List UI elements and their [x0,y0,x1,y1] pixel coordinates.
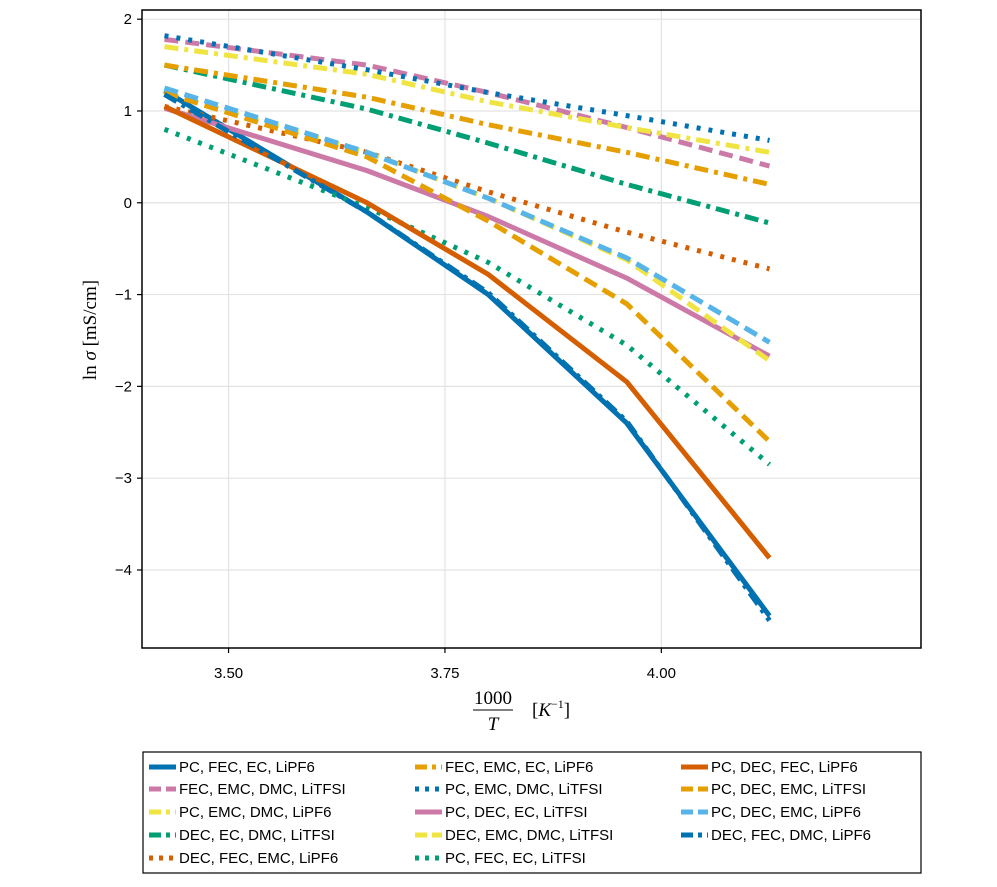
legend-label-1: PC, FEC, EC, LiPF6 [179,759,315,776]
series-line-12 [163,90,772,444]
legend-box [142,751,922,874]
legend-label-9: DEC, EMC, DMC, LiTFSI [445,827,613,844]
legend-label-11: PC, DEC, FEC, LiPF6 [711,759,858,776]
series-line-14 [163,92,772,622]
y-tick-label: 1 [124,103,132,120]
y-tick-label: −4 [115,562,132,579]
series-line-2 [164,36,771,169]
legend-label-4: DEC, EC, DMC, LiTFSI [179,827,335,844]
series-lines [163,33,772,622]
y-tick-label: 2 [124,11,132,28]
y-axis-ticks: 2 1 0 −1 −2 −3 −4 [115,11,142,579]
series-line-6 [164,62,771,187]
legend-label-6: FEC, EMC, EC, LiPF6 [445,759,593,776]
svg-text:ln σ [mS/cm]: ln σ [mS/cm] [80,280,101,380]
y-axis-label: ln σ [mS/cm] [80,280,101,380]
y-tick-label: −2 [115,378,132,395]
legend-label-12: PC, DEC, EMC, LiTFSI [711,781,866,798]
y-tick-label: −3 [115,470,132,487]
legend: PC, FEC, EC, LiPF6 FEC, EMC, DMC, LiTFSI P… [142,751,922,874]
series-line-9 [163,90,771,363]
series-line-4 [163,62,771,226]
legend-label-8: PC, DEC, EC, LiTFSI [445,804,588,821]
plot-frame [141,9,922,649]
x-axis-label: 1000 T [K−1] [473,688,570,735]
legend-label-3: PC, EMC, DMC, LiPF6 [179,804,332,821]
y-tick-label: 0 [124,195,132,212]
x-tick-label: 3.50 [214,665,243,682]
x-axis-ticks: 3.50 3.75 4.00 [214,648,676,682]
series-line-8 [163,105,771,359]
series-line-10 [163,126,772,467]
legend-label-13: PC, DEC, EMC, LiPF6 [711,804,861,821]
grid-lines [142,10,921,648]
series-line-5 [163,103,771,272]
x-label-denominator: T [488,714,500,735]
series-line-1 [163,88,772,618]
x-tick-label: 3.75 [430,665,459,682]
legend-label-7: PC, EMC, DMC, LiTFSI [445,781,603,798]
legend-label-10: PC, FEC, EC, LiTFSI [445,850,586,867]
series-line-3 [164,44,770,155]
legend-label-5: DEC, FEC, EMC, LiPF6 [179,850,338,867]
x-label-unit: [K−1] [532,697,570,721]
legend-label-14: DEC, FEC, DMC, LiPF6 [711,827,871,844]
x-tick-label: 4.00 [647,665,676,682]
series-line-13 [163,85,771,345]
x-label-numerator: 1000 [474,688,512,709]
series-line-7 [164,33,770,143]
y-tick-label: −1 [115,287,132,304]
legend-label-2: FEC, EMC, DMC, LiTFSI [179,781,346,798]
